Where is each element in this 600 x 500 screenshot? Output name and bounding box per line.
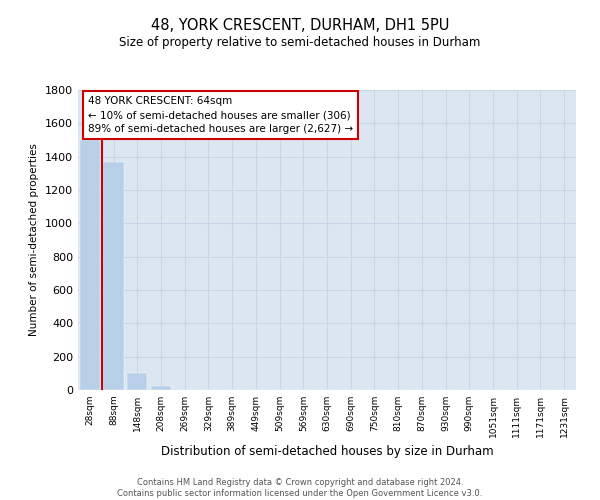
Text: Contains HM Land Registry data © Crown copyright and database right 2024.
Contai: Contains HM Land Registry data © Crown c… <box>118 478 482 498</box>
Bar <box>127 374 148 390</box>
X-axis label: Distribution of semi-detached houses by size in Durham: Distribution of semi-detached houses by … <box>161 446 493 458</box>
Bar <box>103 162 124 390</box>
Text: Size of property relative to semi-detached houses in Durham: Size of property relative to semi-detach… <box>119 36 481 49</box>
Y-axis label: Number of semi-detached properties: Number of semi-detached properties <box>29 144 40 336</box>
Text: 48, YORK CRESCENT, DURHAM, DH1 5PU: 48, YORK CRESCENT, DURHAM, DH1 5PU <box>151 18 449 32</box>
Text: 48 YORK CRESCENT: 64sqm
← 10% of semi-detached houses are smaller (306)
89% of s: 48 YORK CRESCENT: 64sqm ← 10% of semi-de… <box>88 96 353 134</box>
Bar <box>80 140 100 390</box>
Bar <box>151 386 171 390</box>
